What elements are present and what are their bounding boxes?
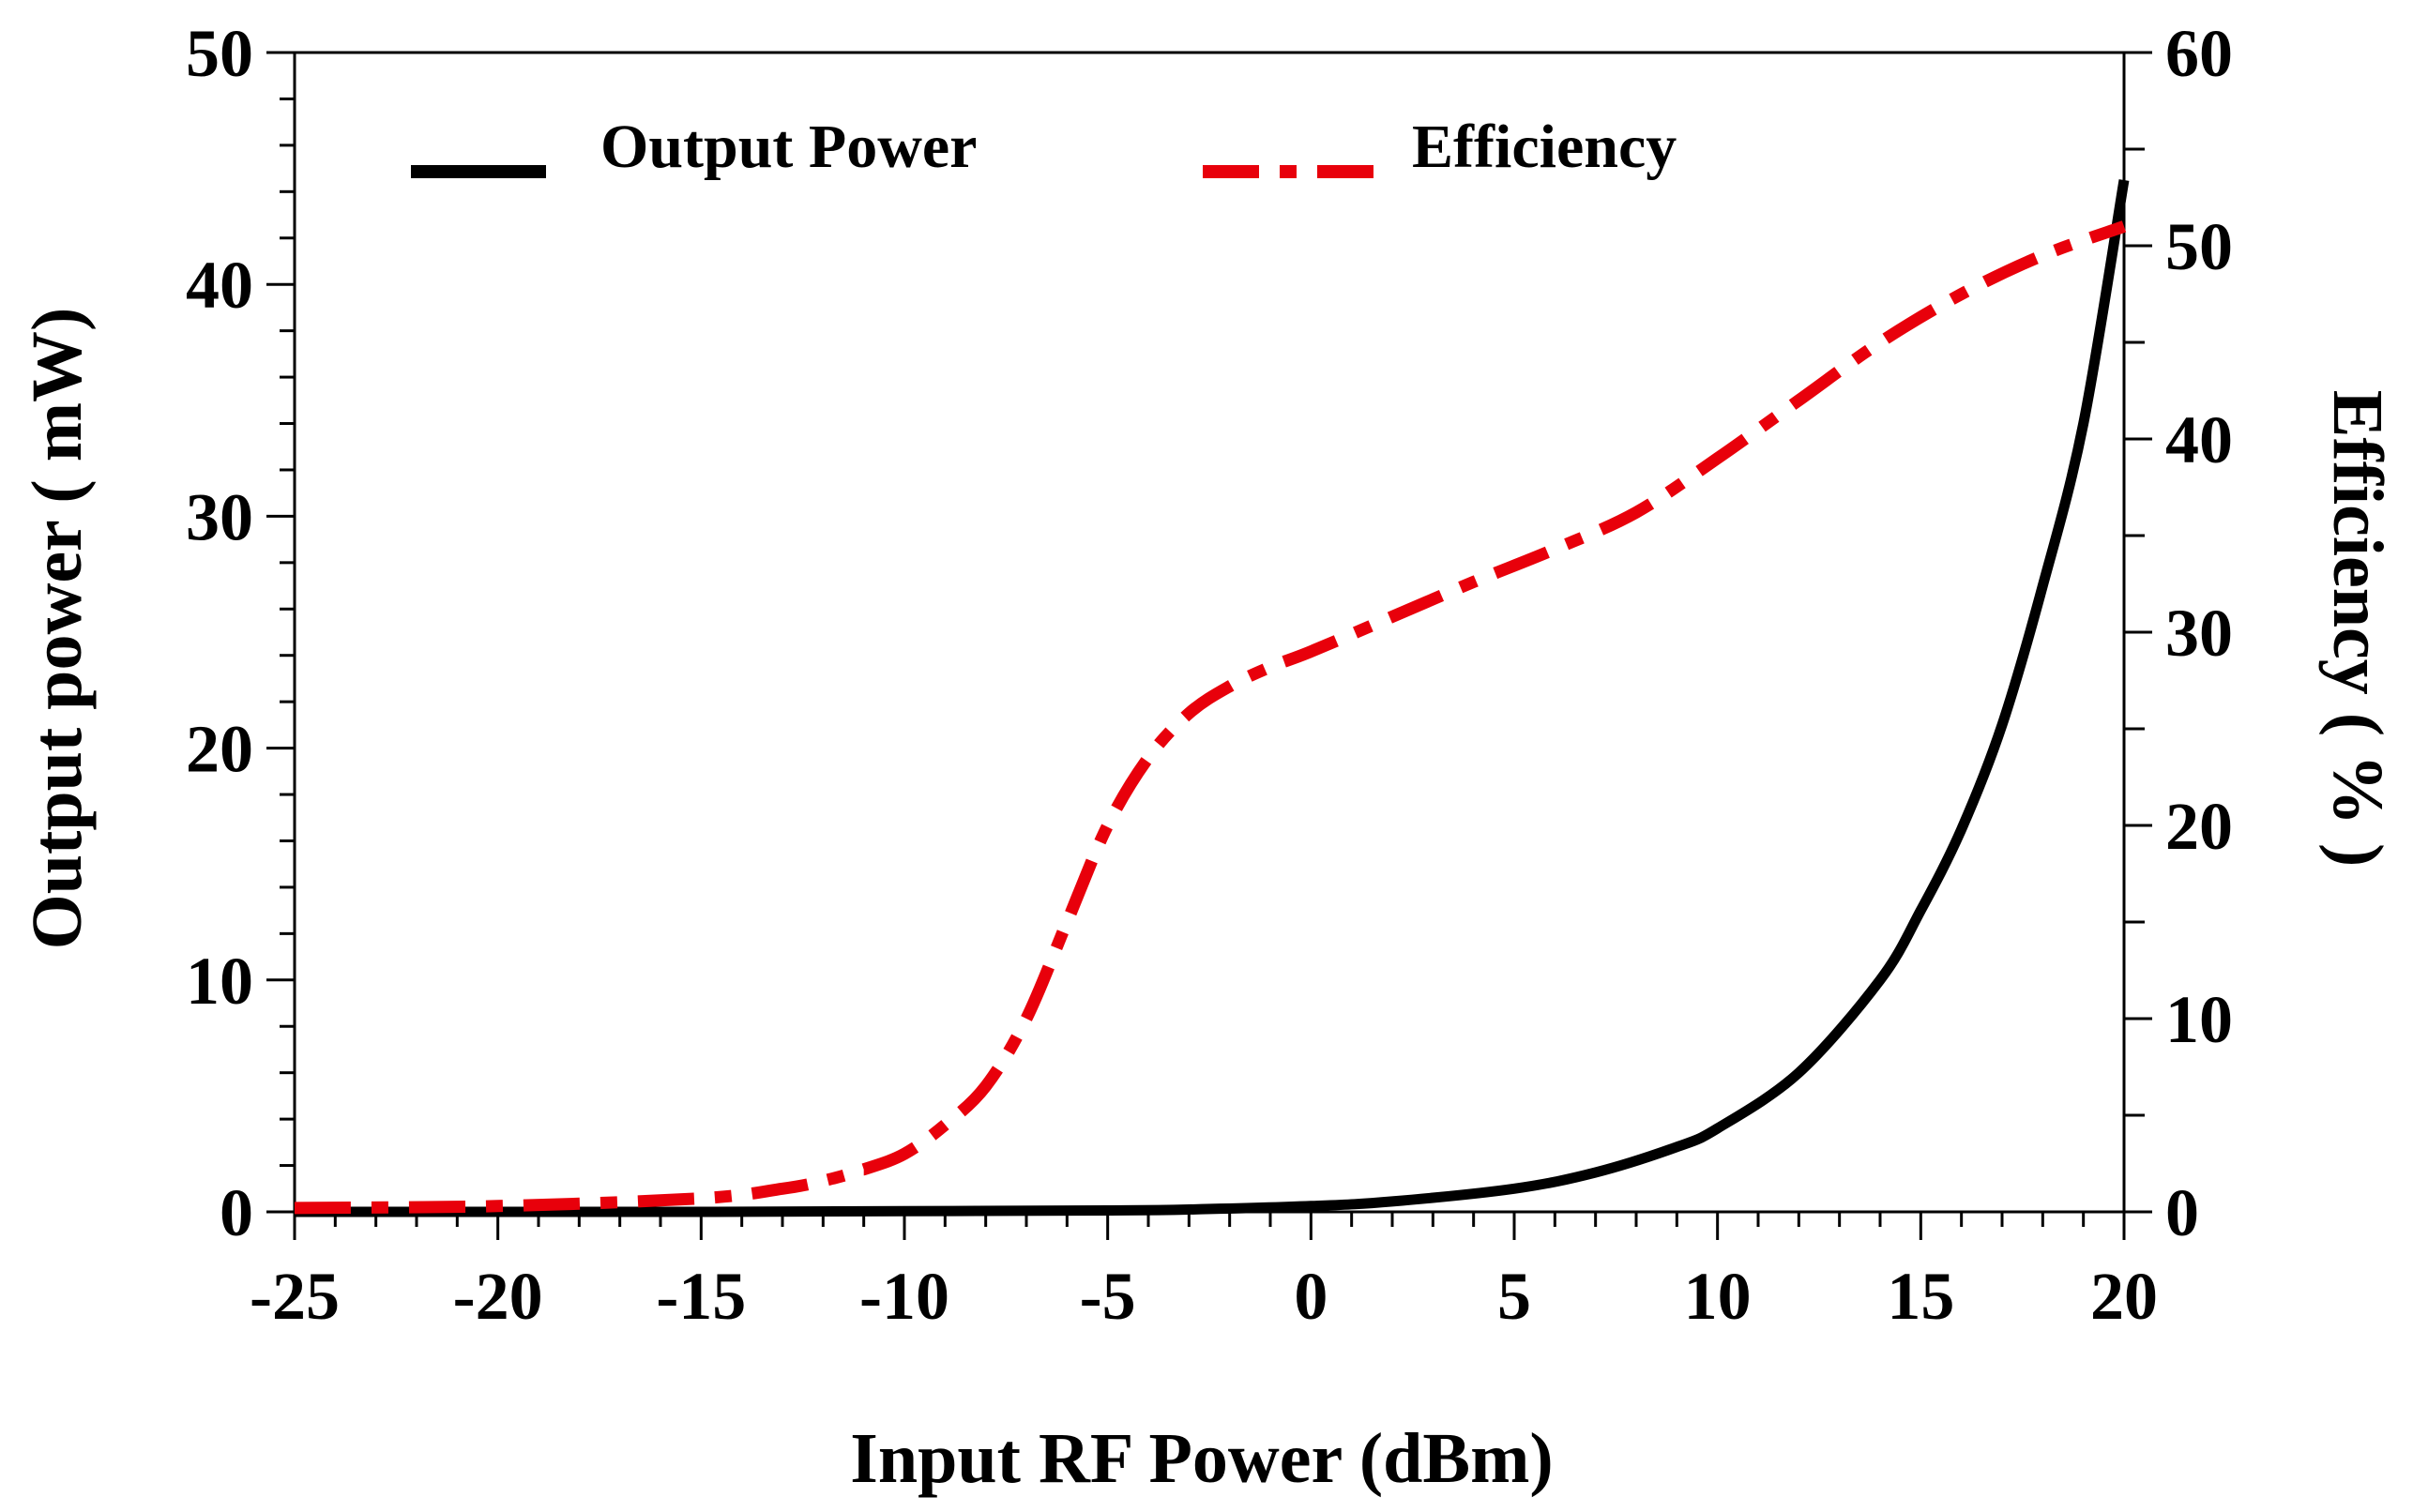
right-y-axis-title: Efficiency ( % ) [2318,390,2397,868]
x-tick-label: -15 [656,1259,746,1334]
x-tick-label: 10 [1684,1259,1752,1334]
left-y-tick-label: 20 [186,712,253,787]
right-y-tick-label: 60 [2165,16,2233,91]
plot-border [293,51,2126,1214]
left-y-tick-label: 0 [220,1175,253,1250]
left-y-tick-label: 50 [186,16,253,91]
legend-label-efficiency: Efficiency [1412,113,1677,181]
x-tick-label: 5 [1497,1259,1531,1334]
series-line-output-power [295,179,2130,1217]
x-tick-label: 0 [1294,1259,1328,1334]
left-y-axis-ticks: 0 10 20 30 40 50 [186,16,295,1250]
right-y-tick-label: 40 [2165,402,2233,477]
left-y-tick-label: 10 [186,944,253,1019]
right-y-tick-label: 0 [2165,1175,2199,1250]
x-tick-label: 15 [1887,1259,1954,1334]
left-y-axis-title: Output power ( mW) [18,308,97,950]
x-axis-ticks: -25 -20 -15 -10 -5 0 5 10 15 20 [250,1212,2158,1334]
legend-label-output-power: Output Power [600,113,977,181]
x-tick-label: -5 [1080,1259,1136,1334]
x-axis-title: Input RF Power (dBm) [850,1419,1553,1498]
x-tick-label: -10 [859,1259,949,1334]
left-y-tick-label: 40 [186,248,253,323]
series-layer [294,179,2130,1217]
x-tick-label: -20 [453,1259,543,1334]
series-line-efficiency [294,220,2127,1215]
left-y-tick-label: 30 [186,479,253,554]
right-y-tick-label: 50 [2165,209,2233,284]
x-tick-label: -25 [250,1259,340,1334]
right-y-tick-label: 10 [2165,982,2233,1057]
right-y-tick-label: 30 [2165,596,2233,671]
x-tick-label: 20 [2090,1259,2158,1334]
legend: Output Power Efficiency [411,113,1677,181]
plot-frame [293,51,2126,1214]
right-y-axis-ticks: 0 10 20 30 40 50 60 [2124,16,2233,1250]
right-y-tick-label: 20 [2165,789,2233,864]
